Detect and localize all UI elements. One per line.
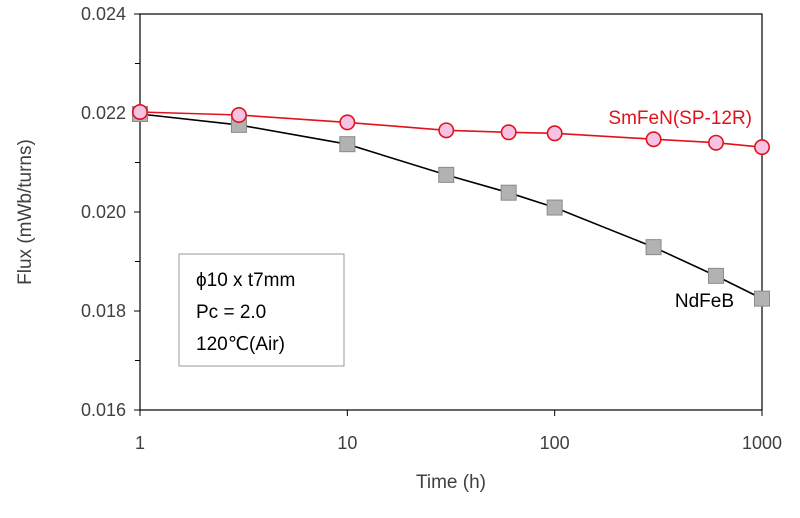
- y-tick-label: 0.022: [81, 103, 126, 123]
- data-point-ndfeb: [708, 267, 725, 284]
- data-point-smfen-sp-12r: [546, 125, 563, 142]
- series-label-ndfeb: NdFeB: [675, 291, 734, 312]
- x-tick-label: 100: [540, 433, 570, 453]
- data-point-ndfeb: [339, 136, 356, 153]
- data-point-smfen-sp-12r: [500, 124, 517, 141]
- data-point-smfen-sp-12r: [438, 122, 455, 139]
- permeance-coefficient-text: Pc = 2.0: [196, 302, 266, 323]
- data-point-smfen-sp-12r: [339, 114, 356, 131]
- data-point-smfen-sp-12r: [230, 106, 247, 123]
- sample-conditions-frame: [178, 253, 345, 367]
- data-point-ndfeb: [438, 166, 455, 183]
- y-tick-label: 0.018: [81, 301, 126, 321]
- series-markers: [132, 104, 770, 307]
- axis-ticks: 0.016 0.018 0.020 0.022 0.024 1 10 100 1000: [81, 4, 782, 453]
- x-tick-label: 1: [135, 433, 145, 453]
- sample-size-text: ϕ10 x t7mm: [196, 270, 295, 291]
- x-tick-label: 10: [337, 433, 357, 453]
- x-tick-label: 1000: [742, 433, 782, 453]
- data-point-smfen-sp-12r: [708, 134, 725, 151]
- y-axis-title: Flux (mWb/turns): [15, 139, 36, 285]
- y-tick-label: 0.024: [81, 4, 126, 24]
- y-tick-label: 0.020: [81, 202, 126, 222]
- test-temperature-text: 120℃(Air): [196, 334, 285, 355]
- data-point-ndfeb: [645, 239, 662, 256]
- data-point-ndfeb: [500, 184, 517, 201]
- y-tick-label: 0.016: [81, 400, 126, 420]
- x-axis-title: Time (h): [416, 472, 486, 493]
- sample-conditions-box: ϕ10 x t7mm Pc = 2.0 120℃(Air): [178, 253, 345, 367]
- data-point-ndfeb: [546, 199, 563, 216]
- data-point-smfen-sp-12r: [753, 139, 770, 156]
- data-point-ndfeb: [754, 290, 770, 307]
- series-label-smfen: SmFeN(SP-12R): [608, 108, 752, 129]
- data-point-smfen-sp-12r: [645, 131, 662, 148]
- data-point-smfen-sp-12r: [132, 104, 149, 121]
